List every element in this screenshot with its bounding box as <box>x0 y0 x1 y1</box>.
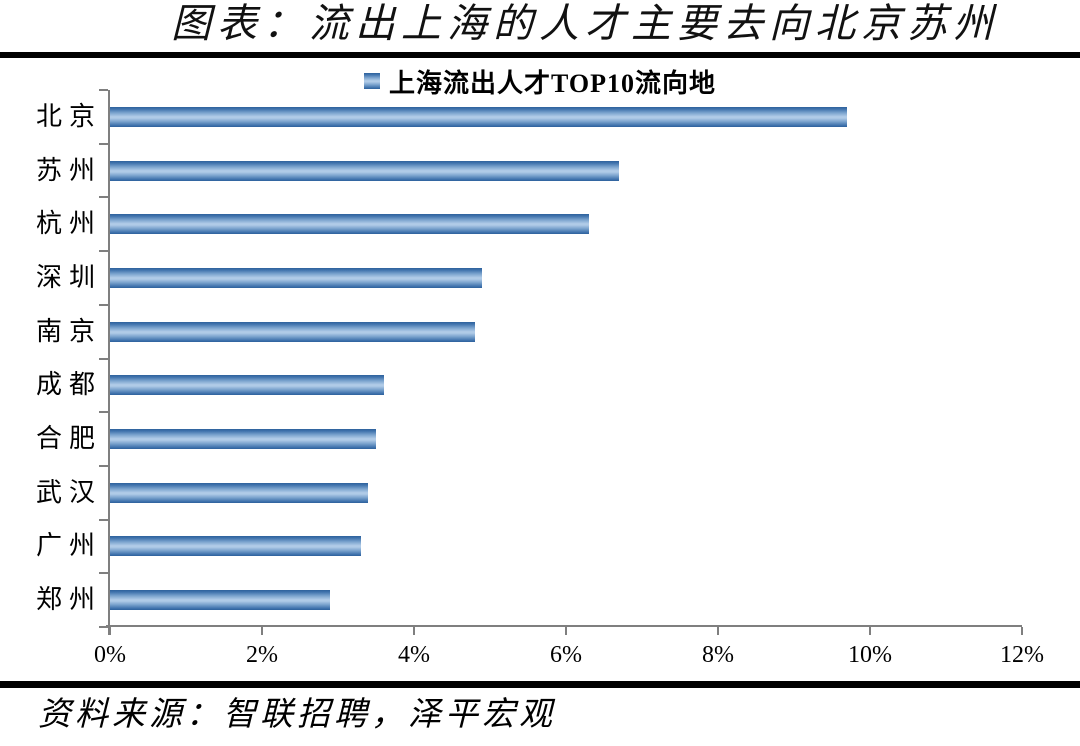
category-label: 苏州 <box>35 155 102 185</box>
x-tick-label: 8% <box>702 642 734 668</box>
legend: 上海流出人才TOP10流向地 <box>0 64 1080 98</box>
bar <box>110 160 620 181</box>
category-axis: 北京苏州杭州深圳南京成都合肥武汉广州郑州 <box>0 90 102 627</box>
x-tick <box>413 627 415 635</box>
category-tick <box>99 89 108 91</box>
x-tick <box>565 627 567 635</box>
x-tick-label: 0% <box>94 642 126 668</box>
category-label: 杭州 <box>35 209 102 239</box>
x-axis-line <box>106 625 1022 627</box>
top-rule <box>0 52 1080 58</box>
category-label: 武汉 <box>35 477 102 507</box>
x-tick-label: 10% <box>848 642 892 668</box>
category-label: 南京 <box>35 316 102 346</box>
category-tick <box>99 464 108 467</box>
bar <box>110 429 376 450</box>
bar <box>110 321 475 342</box>
category-tick <box>99 196 108 199</box>
category-tick <box>99 142 108 145</box>
category-tick <box>99 518 108 521</box>
category-label: 深圳 <box>35 262 102 292</box>
plot-area <box>99 89 1023 635</box>
category-tick <box>99 250 108 253</box>
bar <box>110 536 361 557</box>
legend-label: 上海流出人才TOP10流向地 <box>389 68 716 98</box>
category-label: 北京 <box>35 101 102 131</box>
page-title: 图表：流出上海的人才主要去向北京苏州 <box>171 1 999 46</box>
category-tick <box>99 626 108 628</box>
category-tick <box>99 303 108 306</box>
y-axis-line <box>108 90 110 635</box>
category-tick <box>99 572 108 575</box>
category-label: 合肥 <box>35 424 102 454</box>
bar <box>110 482 369 503</box>
category-label: 郑州 <box>35 585 102 615</box>
bar <box>110 214 589 235</box>
x-tick <box>109 627 111 635</box>
x-axis-labels: 0% 2% 4% 6% 8% 10% 12% <box>94 641 1044 671</box>
x-tick <box>261 627 263 635</box>
bar <box>110 375 384 396</box>
x-tick <box>717 627 719 635</box>
category-label: 广州 <box>35 531 102 561</box>
bar <box>110 267 483 288</box>
bar <box>110 106 848 127</box>
bar <box>110 590 331 611</box>
source-note: 资料来源：智联招聘，泽平宏观 <box>38 697 556 733</box>
x-tick-label: 2% <box>246 642 278 668</box>
x-tick <box>869 627 871 635</box>
category-tick <box>99 357 108 360</box>
x-tick-label: 6% <box>550 642 582 668</box>
x-tick-label: 12% <box>1000 642 1044 668</box>
category-label: 成都 <box>35 370 102 400</box>
category-tick <box>99 411 108 414</box>
x-tick-label: 4% <box>398 642 430 668</box>
x-tick <box>1021 627 1023 635</box>
legend-swatch-icon <box>364 73 380 89</box>
bottom-rule <box>0 681 1080 688</box>
